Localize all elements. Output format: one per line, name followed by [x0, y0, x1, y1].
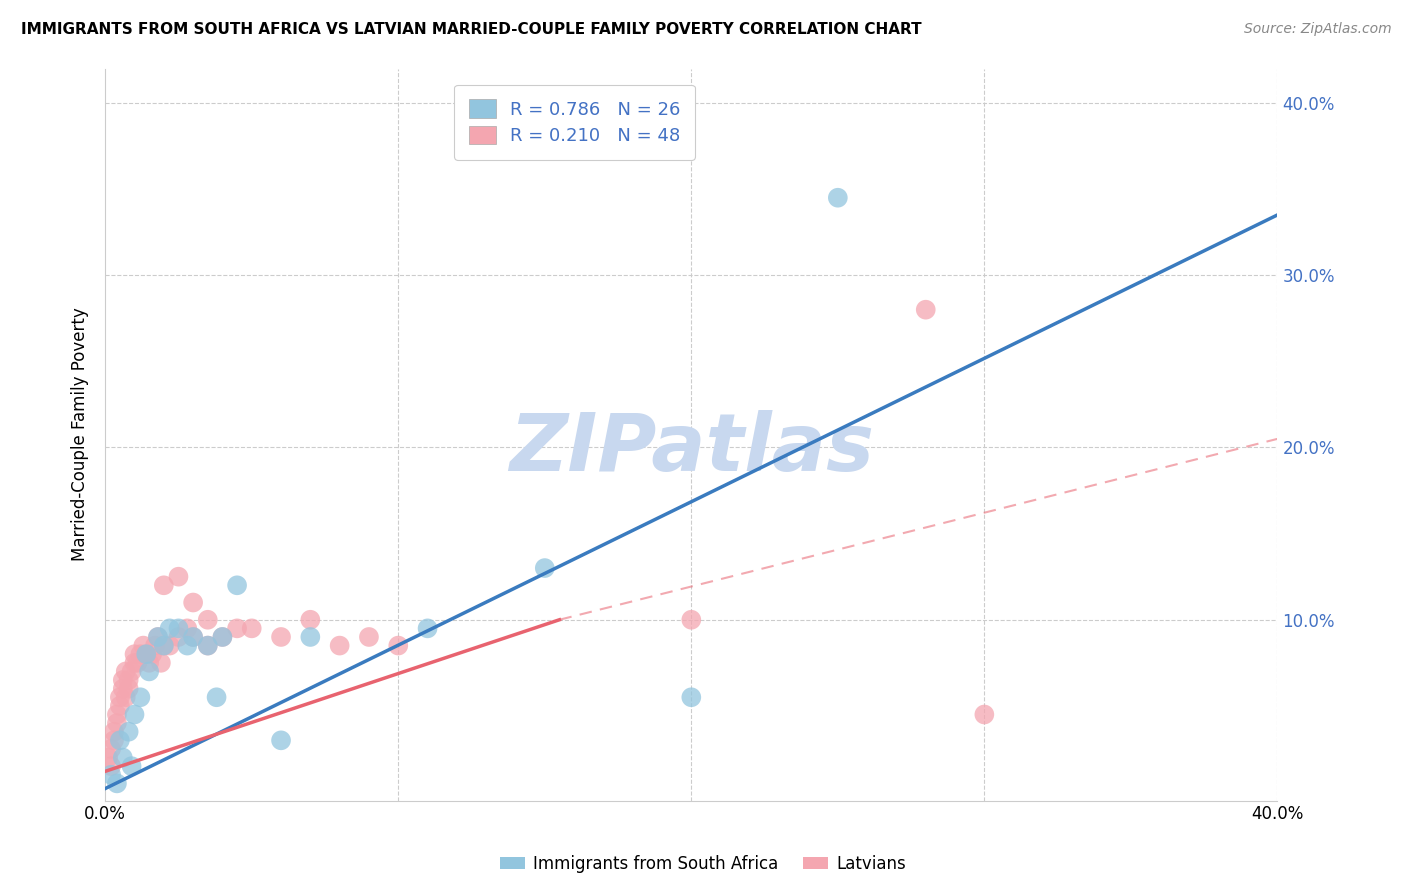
Point: [153, 639, 176, 653]
Point: [197, 613, 219, 627]
Point: [146, 630, 169, 644]
Point: [97, 750, 120, 764]
Point: [100, 759, 122, 773]
Point: [135, 647, 157, 661]
Point: [111, 681, 134, 696]
Point: [226, 578, 249, 592]
Point: [105, 776, 128, 790]
Text: Source: ZipAtlas.com: Source: ZipAtlas.com: [1244, 22, 1392, 37]
Point: [108, 698, 131, 713]
Point: [149, 656, 172, 670]
Point: [176, 621, 198, 635]
Point: [197, 639, 219, 653]
Point: [159, 639, 181, 653]
Point: [111, 750, 134, 764]
Point: [181, 595, 204, 609]
Point: [681, 690, 703, 705]
Point: [105, 716, 128, 731]
Point: [181, 630, 204, 644]
Point: [416, 621, 439, 635]
Point: [100, 768, 122, 782]
Point: [124, 647, 146, 661]
Point: [387, 639, 409, 653]
Point: [270, 630, 292, 644]
Point: [973, 707, 995, 722]
Point: [211, 630, 233, 644]
Point: [299, 630, 322, 644]
Point: [127, 656, 149, 670]
Point: [153, 578, 176, 592]
Point: [211, 630, 233, 644]
Point: [176, 639, 198, 653]
Point: [100, 742, 122, 756]
Legend: Immigrants from South Africa, Latvians: Immigrants from South Africa, Latvians: [494, 848, 912, 880]
Point: [197, 639, 219, 653]
Point: [138, 656, 160, 670]
Point: [167, 630, 190, 644]
Legend: R = 0.786   N = 26, R = 0.210   N = 48: R = 0.786 N = 26, R = 0.210 N = 48: [454, 85, 695, 160]
Point: [121, 759, 143, 773]
Point: [299, 613, 322, 627]
Point: [240, 621, 263, 635]
Point: [167, 570, 190, 584]
Point: [118, 681, 141, 696]
Point: [167, 621, 190, 635]
Point: [533, 561, 555, 575]
Point: [118, 673, 141, 687]
Point: [118, 724, 141, 739]
Point: [914, 302, 936, 317]
Point: [357, 630, 380, 644]
Point: [138, 665, 160, 679]
Point: [108, 690, 131, 705]
Point: [114, 690, 136, 705]
Point: [181, 630, 204, 644]
Point: [270, 733, 292, 747]
Text: IMMIGRANTS FROM SOUTH AFRICA VS LATVIAN MARRIED-COUPLE FAMILY POVERTY CORRELATIO: IMMIGRANTS FROM SOUTH AFRICA VS LATVIAN …: [21, 22, 922, 37]
Point: [103, 724, 125, 739]
Point: [226, 621, 249, 635]
Point: [105, 707, 128, 722]
Point: [103, 733, 125, 747]
Point: [108, 733, 131, 747]
Point: [129, 690, 152, 705]
Point: [121, 665, 143, 679]
Point: [827, 191, 849, 205]
Point: [205, 690, 228, 705]
Point: [129, 647, 152, 661]
Text: ZIPatlas: ZIPatlas: [509, 410, 873, 488]
Point: [111, 673, 134, 687]
Point: [124, 707, 146, 722]
Point: [124, 656, 146, 670]
Point: [146, 630, 169, 644]
Y-axis label: Married-Couple Family Poverty: Married-Couple Family Poverty: [72, 308, 89, 561]
Point: [114, 665, 136, 679]
Point: [135, 647, 157, 661]
Point: [132, 639, 155, 653]
Point: [681, 613, 703, 627]
Point: [153, 639, 176, 653]
Point: [329, 639, 352, 653]
Point: [143, 639, 166, 653]
Point: [141, 647, 163, 661]
Point: [159, 621, 181, 635]
